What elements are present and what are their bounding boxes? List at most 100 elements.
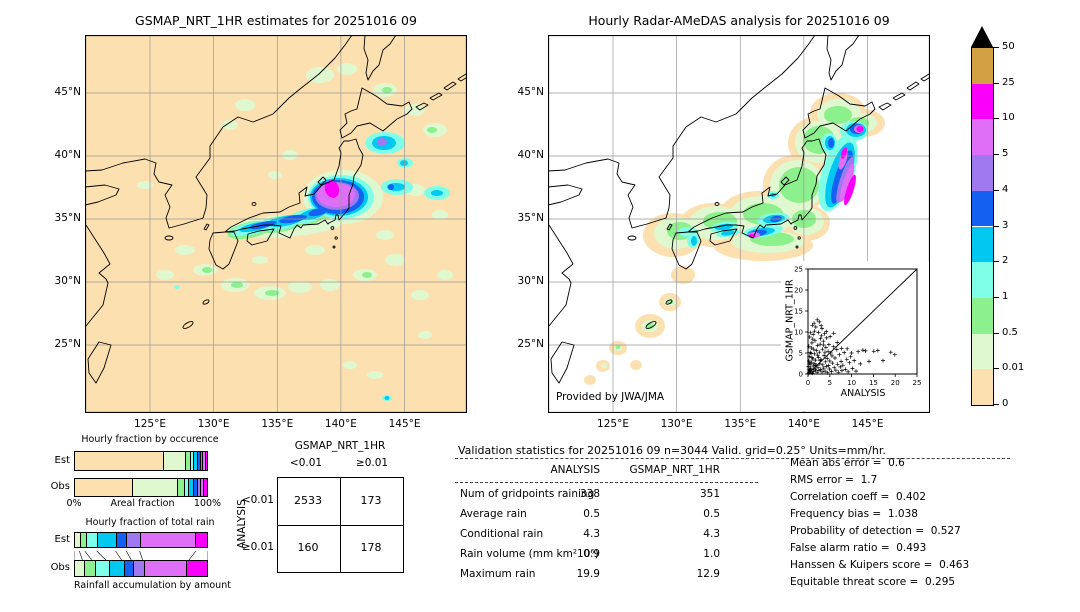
coastline	[878, 102, 892, 111]
colorbar-segment	[972, 190, 993, 227]
occurrence-est-bar	[74, 451, 208, 471]
colorbar-label: 0.5	[1002, 326, 1018, 338]
rain-cell	[630, 360, 642, 370]
rain-cell	[137, 181, 153, 189]
y-tick-label: 30°N	[54, 275, 81, 287]
coastline	[202, 299, 210, 305]
contingency-cell-00: 2533	[294, 494, 322, 507]
coastline	[85, 224, 111, 327]
colorbar-segment	[972, 83, 993, 120]
rain-cell	[376, 230, 394, 240]
contingency-row-label-ge: ≥0.01	[241, 541, 274, 553]
bar-segment	[94, 561, 110, 576]
bar-segment	[185, 561, 207, 576]
bar-segment	[133, 561, 144, 576]
colorbar-label: 2	[1002, 255, 1009, 267]
x-tick-label: 125°E	[134, 418, 166, 430]
rain-cell	[308, 207, 328, 217]
rain-cell	[601, 363, 607, 369]
rain-cell	[343, 361, 357, 369]
rain-cell	[362, 272, 372, 278]
score-line: Frequency bias = 1.038	[790, 508, 918, 520]
coastline	[84, 126, 224, 229]
validation-title: Validation statistics for 20251016 09 n=…	[458, 444, 886, 457]
validation-cell: Average rain	[460, 508, 527, 520]
rain-cell	[615, 345, 621, 349]
diagonal-line	[807, 268, 918, 375]
rain-cell	[839, 163, 855, 203]
rain-cell	[377, 138, 387, 146]
scatter-y-tick: 10	[794, 329, 803, 337]
rain-cell	[844, 174, 856, 206]
scatter-y-tick: 5	[799, 350, 803, 358]
totalrain-obs-label: Obs	[50, 562, 70, 573]
totalrain-est-label: Est	[54, 534, 70, 545]
colorbar-overflow-triangle	[971, 26, 993, 47]
bar-segment	[193, 479, 198, 496]
dashed-rule-top	[455, 458, 1010, 459]
bar-segment	[200, 479, 203, 496]
validation-cell: 12.9	[696, 568, 720, 580]
coastline	[645, 321, 657, 329]
validation-cell: Maximum rain	[460, 568, 536, 580]
colorbar-label: 25	[1002, 76, 1015, 88]
x-tick-label: 140°E	[787, 418, 820, 430]
validation-cell: 0.5	[703, 508, 720, 520]
validation-cell: Num of gridpoints raining	[460, 488, 595, 500]
coastline	[415, 102, 429, 111]
rain-cell	[367, 371, 383, 379]
bar-segment	[197, 479, 201, 496]
x-tick-label: 125°E	[597, 418, 629, 430]
x-tick-label: 135°E	[724, 418, 757, 430]
contingency-row-label-lt: <0.01	[241, 494, 274, 506]
bar-segment	[139, 533, 196, 547]
colorbar-label: 5	[1002, 148, 1009, 160]
contingency-col-label-lt: <0.01	[289, 457, 323, 469]
map-canvas	[84, 34, 470, 414]
y-tick-label: 45°N	[517, 86, 544, 98]
coastline	[793, 226, 798, 230]
colorbar-label: 50	[1002, 41, 1015, 52]
colorbar-tick	[994, 118, 999, 120]
colorbar-label: 4	[1002, 183, 1009, 195]
rain-cell	[202, 267, 212, 273]
coastline	[548, 224, 574, 327]
coastline	[826, 34, 860, 81]
colorbar-tick	[994, 47, 999, 48]
bar-segment	[184, 452, 190, 470]
coastline	[671, 231, 702, 270]
scatter-y-tick: 20	[794, 287, 803, 295]
coastline	[709, 228, 738, 246]
coastline	[224, 138, 364, 239]
validation-col-gsmap: GSMAP_NRT_1HR	[629, 464, 720, 476]
scatter-x-tick: 25	[913, 379, 922, 387]
y-tick-label: 40°N	[517, 149, 544, 161]
y-tick-label: 25°N	[54, 338, 81, 350]
colorbar-tick	[994, 261, 999, 263]
rain-cell	[156, 270, 174, 280]
dashed-rule-header	[455, 482, 758, 483]
colorbar-segment	[972, 48, 993, 84]
bar-segment	[75, 533, 81, 547]
coastline	[797, 236, 801, 240]
coastline	[550, 341, 575, 384]
validation-cell: 19.9	[576, 568, 600, 580]
coastline	[330, 226, 335, 230]
occurrence-axis-label: Areal fraction	[110, 498, 175, 509]
occurrence-est-label: Est	[54, 455, 70, 466]
bar-segment	[200, 452, 203, 470]
bar-segment	[115, 533, 127, 547]
occurrence-obs-label: Obs	[50, 481, 70, 492]
validation-cell: 0.9	[583, 548, 600, 560]
validation-cell: 4.3	[583, 528, 600, 540]
bar-segment	[202, 479, 207, 496]
scatter-points	[806, 317, 897, 376]
occurrence-obs-bar	[74, 478, 208, 497]
coastline	[87, 341, 112, 384]
rain-cell	[856, 126, 864, 132]
coastline	[802, 87, 876, 139]
scatter-plot: 0 0 5 5 10 10 15 15 20 20 25 25	[781, 261, 929, 415]
bar-segment	[195, 533, 207, 547]
coastline	[547, 126, 687, 229]
y-tick-label: 25°N	[517, 338, 544, 350]
